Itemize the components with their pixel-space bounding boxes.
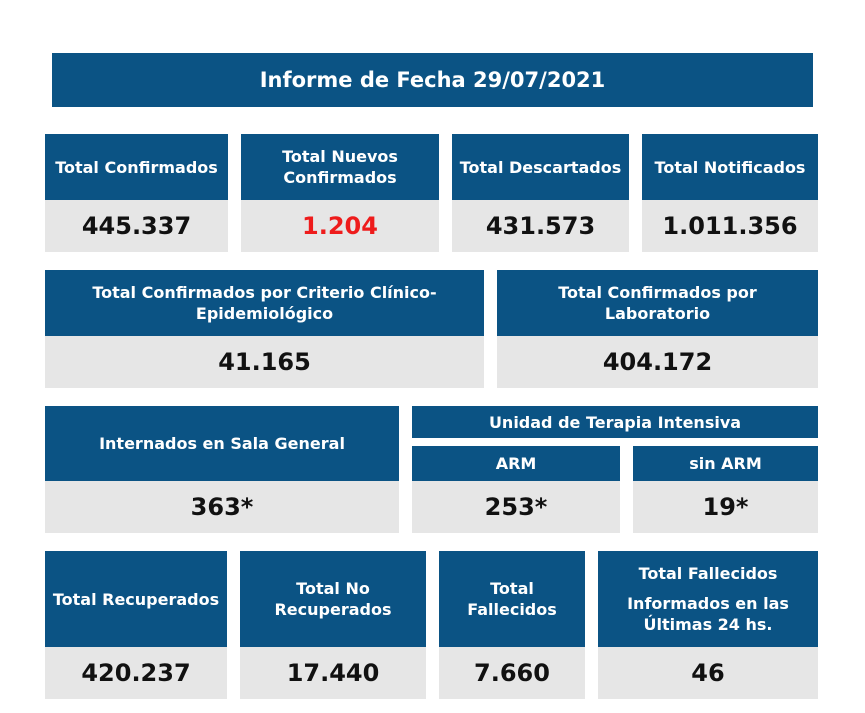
- report-title: Informe de Fecha 29/07/2021: [52, 53, 813, 107]
- confirmados-criterio-clinico-value: 41.165: [45, 336, 484, 388]
- fallecidos-24hs-header: Total Fallecidos Informados en las Últim…: [598, 551, 818, 647]
- total-descartados-value: 431.573: [452, 200, 629, 252]
- confirmados-laboratorio-label: Total Confirmados por Laboratorio: [497, 270, 818, 336]
- sin-arm-label: sin ARM: [633, 446, 818, 481]
- total-nuevos-confirmados-value: 1.204: [241, 200, 439, 252]
- fallecidos-24hs-value: 46: [598, 647, 818, 699]
- total-notificados-label: Total Notificados: [642, 134, 818, 200]
- internados-sala-general-value: 363*: [45, 481, 399, 533]
- total-descartados-label: Total Descartados: [452, 134, 629, 200]
- total-nuevos-confirmados-label: Total Nuevos Confirmados: [241, 134, 439, 200]
- arm-value: 253*: [412, 481, 620, 533]
- total-recuperados-label: Total Recuperados: [45, 551, 227, 647]
- total-fallecidos-value: 7.660: [439, 647, 585, 699]
- sin-arm-value: 19*: [633, 481, 818, 533]
- total-fallecidos-label: Total Fallecidos: [439, 551, 585, 647]
- total-no-recuperados-value: 17.440: [240, 647, 426, 699]
- confirmados-laboratorio-value: 404.172: [497, 336, 818, 388]
- total-recuperados-value: 420.237: [45, 647, 227, 699]
- fallecidos-24hs-sublabel: Informados en las Últimas 24 hs.: [627, 594, 789, 634]
- internados-sala-general-label: Internados en Sala General: [45, 406, 399, 481]
- total-confirmados-value: 445.337: [45, 200, 228, 252]
- total-notificados-value: 1.011.356: [642, 200, 818, 252]
- confirmados-criterio-clinico-label: Total Confirmados por Criterio Clínico-E…: [45, 270, 484, 336]
- uti-header: Unidad de Terapia Intensiva: [412, 406, 818, 438]
- arm-label: ARM: [412, 446, 620, 481]
- total-confirmados-label: Total Confirmados: [45, 134, 228, 200]
- fallecidos-24hs-label: Total Fallecidos: [638, 564, 778, 583]
- total-no-recuperados-label: Total No Recuperados: [240, 551, 426, 647]
